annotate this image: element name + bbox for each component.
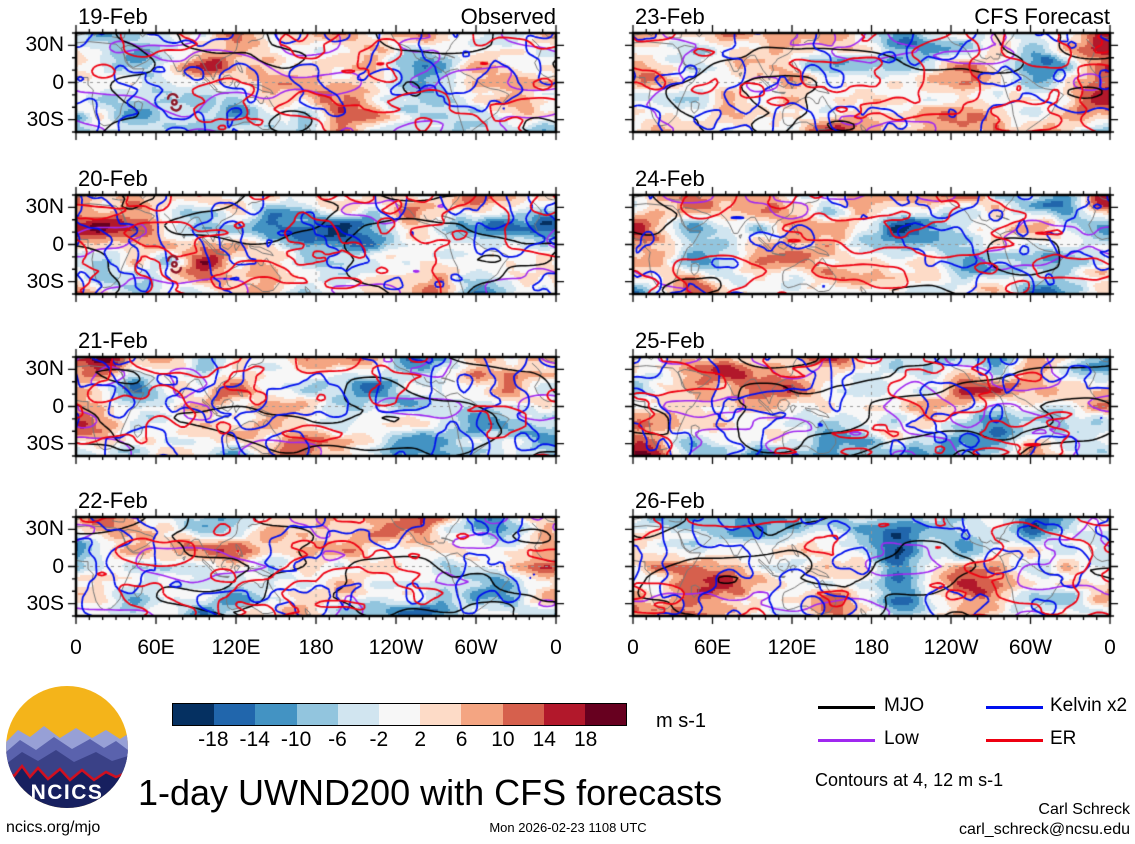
y-tick-label: 0: [52, 394, 64, 418]
x-tick-label: 0: [70, 636, 82, 659]
colorbar-segment: [296, 704, 338, 725]
y-tick-label: 30N: [25, 517, 64, 541]
figure-title: 1-day UWND200 with CFS forecasts: [138, 772, 723, 813]
y-tick-label: 30S: [26, 591, 64, 615]
y-tick-label: 30S: [26, 431, 64, 455]
x-tick-label: 60E: [137, 636, 175, 659]
colorbar-segment: [173, 704, 215, 725]
author-email: carl_schreck@ncsu.edu: [959, 821, 1130, 838]
panel-date-19-feb: 19-Feb: [78, 4, 148, 29]
map-canvas-21-feb: [67, 348, 565, 465]
ncics-logo: NCICS: [6, 686, 128, 808]
x-tick-label: 0: [550, 636, 562, 659]
colorbar-segment: [214, 704, 256, 725]
colorbar-segment: [461, 704, 503, 725]
panel-date-24-feb: 24-Feb: [635, 166, 705, 191]
y-tick-label: 30N: [25, 33, 64, 57]
map-canvas-23-feb: [624, 24, 1119, 141]
map-canvas-26-feb: [624, 508, 1119, 625]
y-tick-label: 0: [52, 232, 64, 256]
colorbar-segment: [584, 704, 627, 725]
colorbar-tick-label: -2: [369, 728, 389, 751]
x-tick-label: 120W: [923, 636, 979, 659]
colorbar-segment: [255, 704, 297, 725]
map-canvas-19-feb: [67, 24, 565, 141]
x-tick-label: 0: [1104, 636, 1116, 659]
colorbar-tick-label: 14: [532, 728, 556, 751]
panel-date-22-feb: 22-Feb: [78, 488, 148, 513]
legend-label-low: Low: [884, 728, 919, 749]
colorbar-tick-label: 6: [455, 728, 468, 751]
colorbar-tick-label: 18: [573, 728, 598, 751]
x-tick-label: 120W: [368, 636, 424, 659]
colorbar-tick-label: 10: [491, 728, 515, 751]
ncics-logo-art: NCICS: [6, 686, 128, 808]
panel-date-20-feb: 20-Feb: [78, 166, 148, 191]
colorbar-tick-label: 2: [414, 728, 427, 751]
legend-line-kelvin-x2: [986, 706, 1043, 709]
y-tick-label: 30S: [26, 269, 64, 293]
x-tick-label: 60W: [454, 636, 498, 659]
map-canvas-20-feb: [67, 186, 565, 303]
colorbar-segment: [502, 704, 544, 725]
colorbar-segment: [420, 704, 462, 725]
legend-line-low: [818, 739, 875, 742]
colorbar-segment: [543, 704, 585, 725]
colorbar-segment: [337, 704, 379, 725]
panel-date-21-feb: 21-Feb: [78, 328, 148, 353]
contours-note: Contours at 4, 12 m s-1: [815, 770, 1004, 790]
x-tick-label: 180: [298, 636, 334, 659]
legend-line-er: [986, 739, 1043, 742]
colorbar-tick-label: -10: [280, 728, 312, 751]
colorbar-tick-label: -14: [239, 728, 270, 751]
colorbar-tick-label: -6: [328, 728, 347, 751]
panel-date-23-feb: 23-Feb: [635, 4, 705, 29]
timestamp: Mon 2026-02-23 1108 UTC: [489, 820, 647, 835]
y-tick-label: 0: [52, 554, 64, 578]
y-tick-label: 30N: [25, 195, 64, 219]
panel-date-25-feb: 25-Feb: [635, 328, 705, 353]
panel-date-26-feb: 26-Feb: [635, 488, 705, 513]
colorbar-segment: [378, 704, 421, 725]
legend-label-kelvin-x2: Kelvin x2: [1050, 695, 1128, 716]
legend-line-mjo: [818, 706, 875, 709]
colorbar-tick-label: -18: [198, 728, 229, 751]
x-tick-label: 180: [853, 636, 890, 659]
legend-label-mjo: MJO: [884, 695, 925, 716]
colorbar: [172, 703, 627, 726]
y-tick-label: 0: [52, 70, 64, 94]
map-canvas-25-feb: [624, 348, 1119, 465]
legend-label-er: ER: [1050, 728, 1077, 749]
y-tick-label: 30N: [25, 357, 64, 381]
x-tick-label: 60E: [693, 636, 732, 659]
y-tick-label: 30S: [26, 107, 64, 131]
map-canvas-24-feb: [624, 186, 1119, 303]
map-canvas-22-feb: [67, 508, 565, 625]
x-tick-label: 60W: [1008, 636, 1053, 659]
colorbar-units-label: m s-1: [656, 710, 706, 732]
author-name: Carl Schreck: [1038, 801, 1130, 818]
x-tick-label: 120E: [211, 636, 261, 659]
ncics-logo-text: NCICS: [31, 781, 104, 804]
site-url: ncics.org/mjo: [6, 819, 101, 836]
x-tick-label: 120E: [767, 636, 817, 659]
x-tick-label: 0: [627, 636, 639, 659]
